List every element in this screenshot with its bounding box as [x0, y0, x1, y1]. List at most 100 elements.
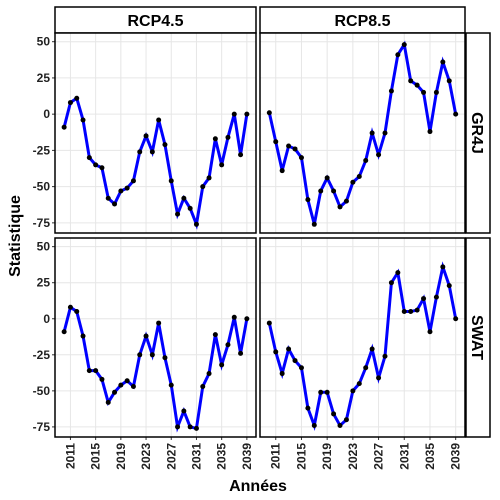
point	[376, 375, 382, 381]
point	[130, 178, 136, 184]
point	[311, 422, 317, 428]
point	[305, 197, 311, 203]
point	[446, 78, 452, 84]
point	[112, 389, 118, 395]
point	[61, 329, 67, 335]
point	[86, 155, 92, 161]
point	[363, 365, 369, 371]
point	[440, 264, 446, 270]
point	[143, 333, 149, 339]
point	[453, 316, 459, 322]
point	[99, 165, 105, 171]
x-tick-label: 2015	[294, 443, 308, 470]
y-tick-label: 50	[37, 35, 51, 49]
point	[408, 309, 414, 315]
x-tick-label: 2011	[269, 443, 283, 469]
x-tick-label: 2015	[89, 443, 103, 470]
point	[343, 417, 349, 423]
point	[162, 142, 168, 148]
point	[225, 342, 231, 348]
point	[86, 368, 92, 374]
point	[206, 175, 212, 181]
point	[137, 352, 143, 358]
y-tick-label: -25	[33, 143, 51, 157]
point	[181, 408, 187, 414]
point	[112, 201, 118, 207]
point	[298, 155, 304, 161]
point	[156, 320, 162, 326]
point	[118, 382, 124, 388]
y-tick-label: -50	[33, 180, 51, 194]
y-tick-label: -50	[33, 384, 51, 398]
point	[212, 136, 218, 142]
x-tick-label: 2039	[449, 443, 463, 470]
point	[168, 178, 174, 184]
point	[200, 184, 206, 190]
point	[99, 376, 105, 382]
point	[395, 52, 401, 58]
point	[244, 111, 250, 117]
point	[401, 309, 407, 315]
point	[93, 368, 99, 374]
point	[286, 143, 292, 149]
point	[356, 381, 362, 387]
y-axis-title: Statistique	[7, 195, 24, 277]
point	[193, 221, 199, 227]
point	[433, 89, 439, 95]
point	[149, 352, 155, 358]
point	[427, 129, 433, 135]
y-tick-label: 25	[37, 71, 51, 85]
point	[337, 204, 343, 210]
point	[219, 162, 225, 168]
point	[231, 111, 237, 117]
point	[395, 270, 401, 276]
point	[318, 188, 324, 194]
point	[238, 350, 244, 356]
x-tick-label: 2035	[215, 443, 229, 470]
x-tick-label: 2019	[114, 443, 128, 470]
point	[363, 158, 369, 164]
strip-label: SWAT	[468, 315, 485, 360]
y-tick-label: 0	[43, 107, 50, 121]
point	[292, 146, 298, 152]
point	[74, 309, 80, 315]
point	[175, 211, 181, 217]
point	[93, 162, 99, 168]
point	[350, 388, 356, 394]
point	[80, 333, 86, 339]
x-tick-label: 2023	[346, 443, 360, 470]
point	[388, 88, 394, 94]
y-tick-label: -75	[33, 216, 51, 230]
point	[388, 280, 394, 286]
point	[421, 296, 427, 302]
point	[433, 294, 439, 300]
x-tick-label: 2031	[397, 443, 411, 470]
point	[446, 283, 452, 289]
panel-border	[259, 237, 466, 438]
point	[124, 378, 130, 384]
point	[350, 179, 356, 185]
point	[318, 389, 324, 395]
point	[67, 100, 73, 106]
point	[187, 424, 193, 430]
point	[238, 152, 244, 158]
point	[74, 95, 80, 101]
point	[124, 185, 130, 191]
point	[331, 411, 337, 417]
point	[187, 205, 193, 211]
point	[156, 117, 162, 123]
point	[298, 365, 304, 371]
panel-border	[54, 237, 257, 438]
point	[130, 384, 136, 390]
panel-border	[54, 32, 257, 234]
point	[80, 117, 86, 123]
x-tick-label: 2031	[189, 443, 203, 470]
point	[331, 188, 337, 194]
point	[105, 195, 111, 201]
x-tick-label: 2027	[164, 443, 178, 470]
point	[175, 424, 181, 430]
point	[356, 173, 362, 179]
x-tick-label: 2019	[320, 443, 334, 470]
point	[401, 42, 407, 48]
point	[206, 371, 212, 377]
